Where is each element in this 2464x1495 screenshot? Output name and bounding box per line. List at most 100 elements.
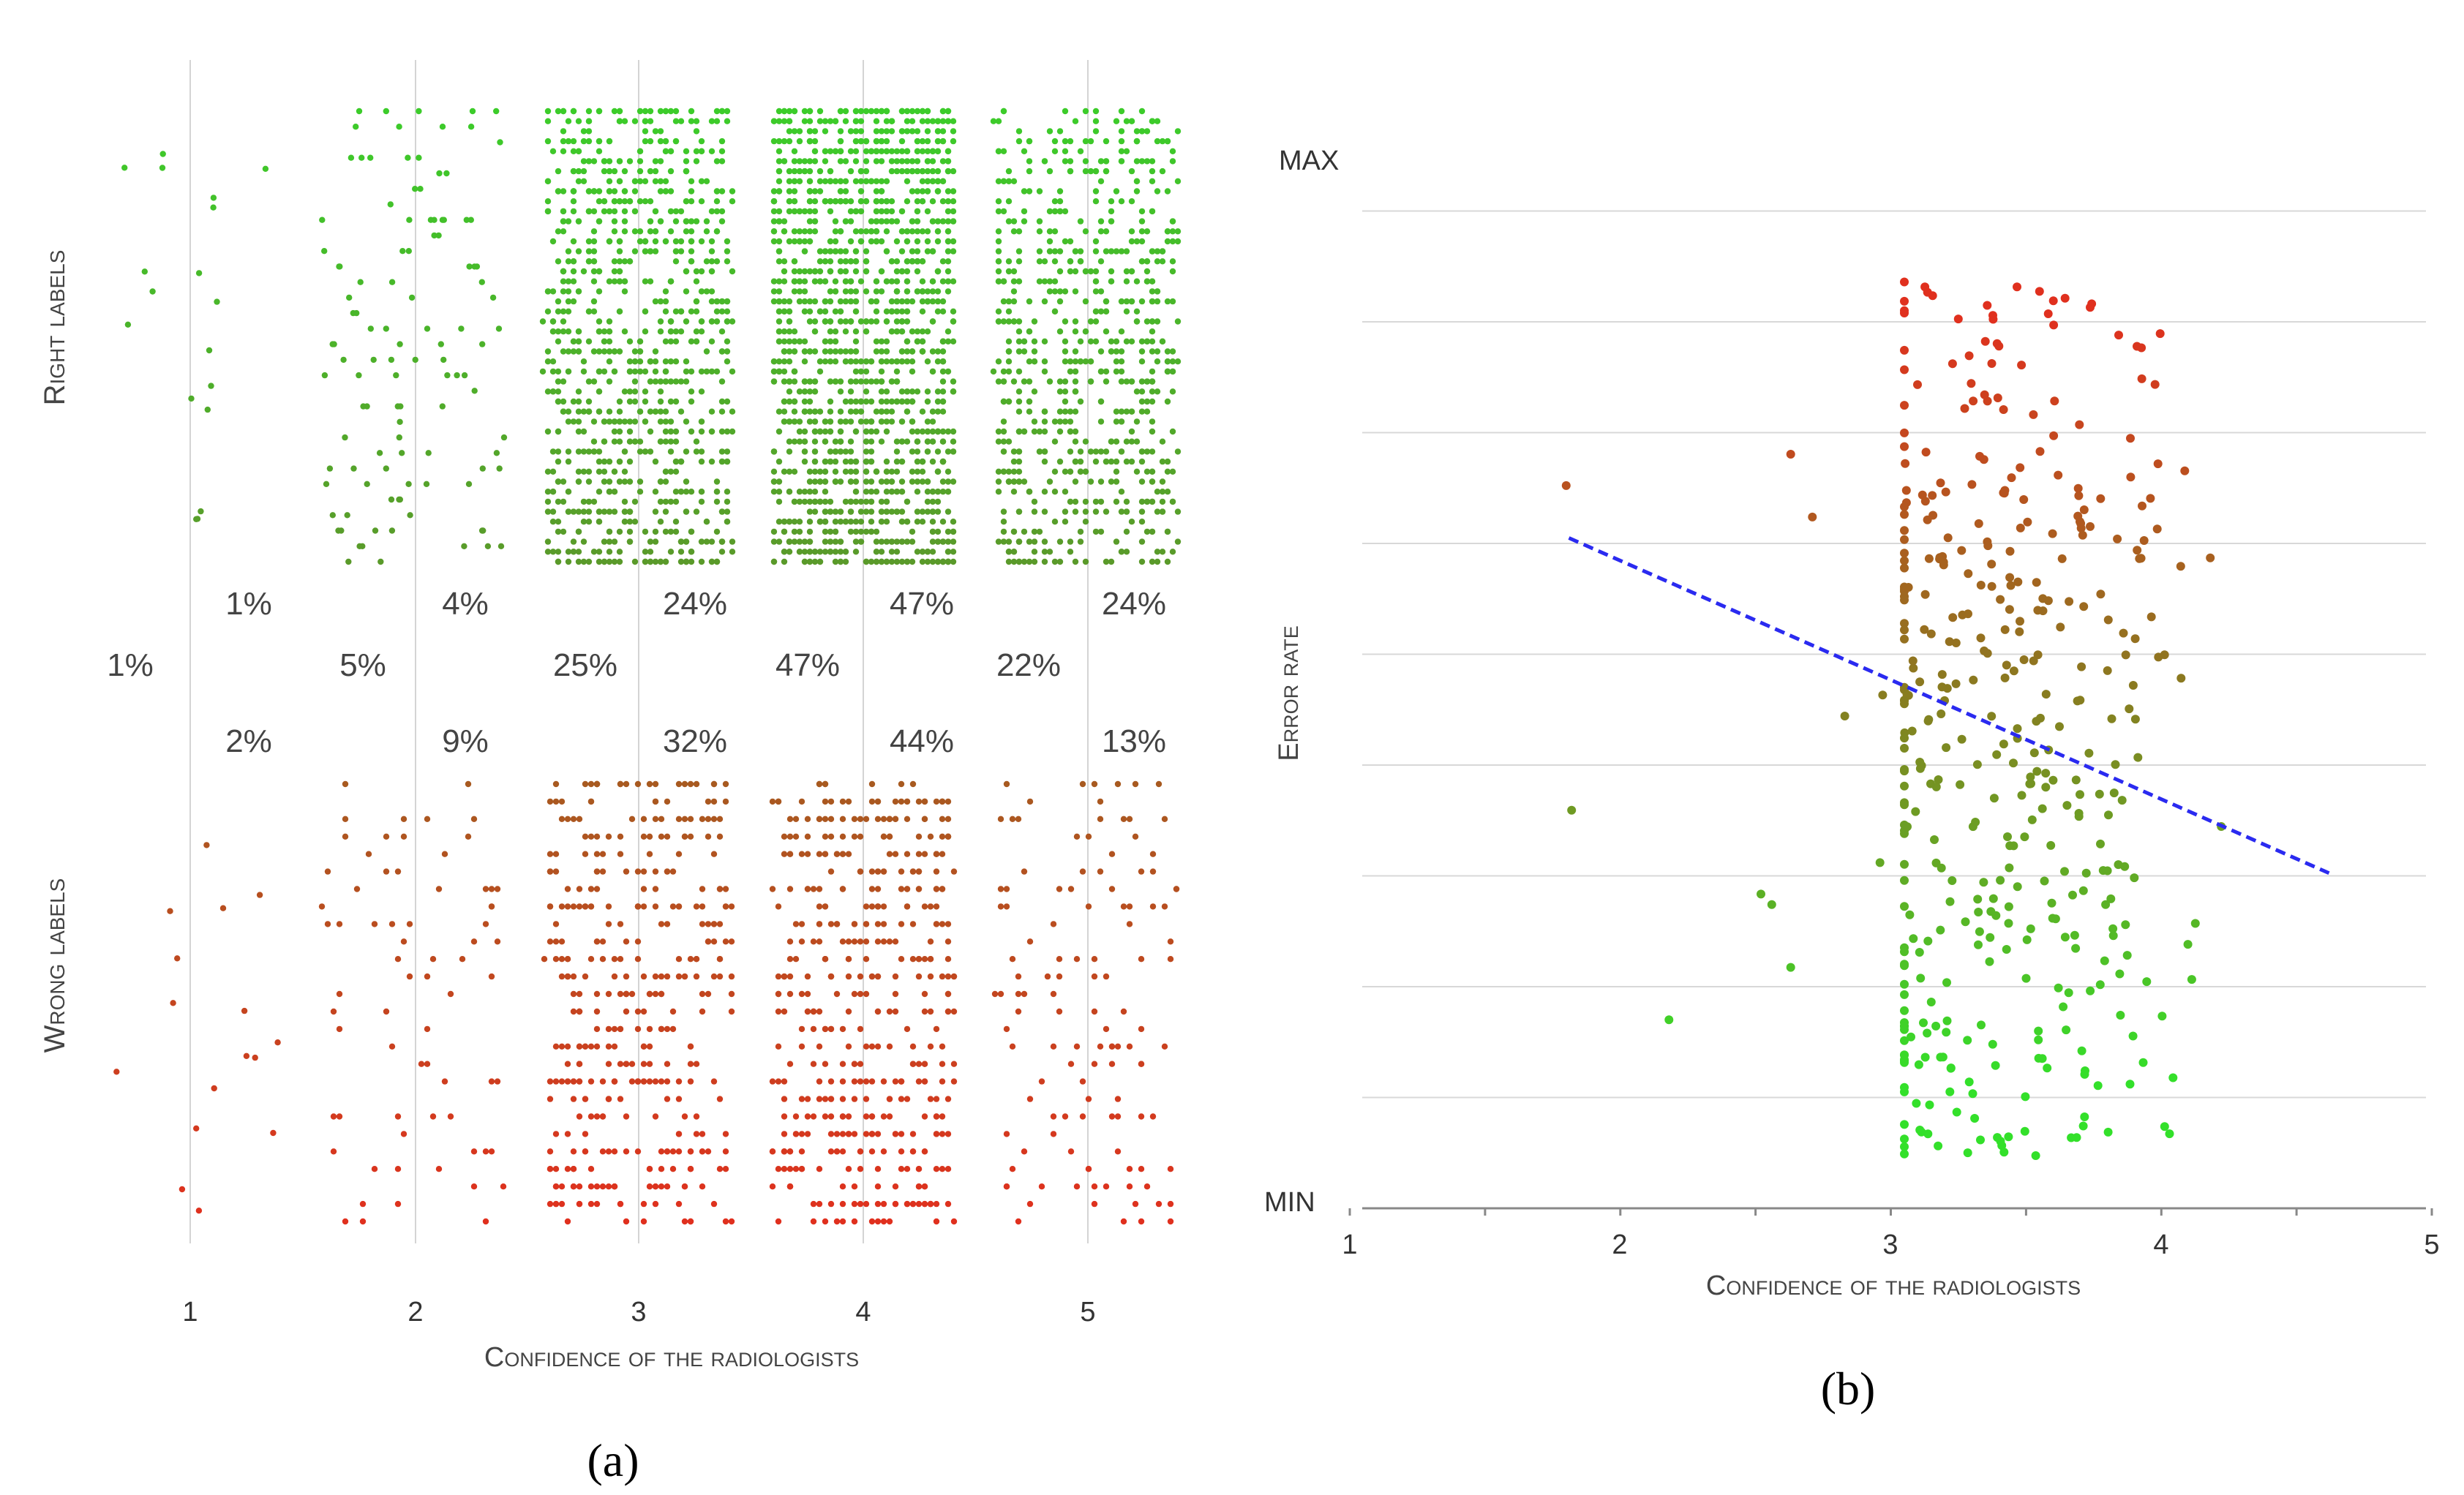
wrong-dot (1085, 1096, 1092, 1102)
wrong-dot (874, 1166, 882, 1172)
right-dot (1082, 328, 1089, 335)
right-dot (1000, 378, 1007, 385)
b-x-tick-3: 3 (1882, 1229, 1898, 1260)
error-dot (1988, 894, 1998, 903)
error-dot (2119, 628, 2128, 638)
wrong-dot (939, 816, 946, 823)
wrong-dot (904, 816, 911, 823)
right-dot (1103, 228, 1110, 235)
right-dot (611, 208, 618, 215)
wrong-dot (839, 1025, 846, 1033)
right-dot (611, 188, 618, 195)
right-dot (775, 298, 783, 305)
right-dot (822, 468, 829, 475)
right-dot (909, 158, 916, 165)
wrong-dot (705, 990, 712, 998)
right-dot (837, 408, 844, 415)
right-dot (636, 178, 644, 184)
right-dot (791, 348, 798, 355)
right-dot (888, 158, 895, 165)
right-dot (934, 118, 942, 124)
right-dot (827, 418, 834, 425)
right-dot (822, 348, 829, 355)
right-dot (1077, 468, 1084, 475)
wrong-dot (576, 1078, 583, 1085)
right-dot (677, 118, 685, 124)
right-dot (703, 218, 710, 225)
wrong-dot (710, 851, 718, 857)
right-dot (791, 398, 798, 405)
right-dot (1067, 418, 1074, 425)
right-dot (1103, 508, 1110, 515)
right-dot (816, 549, 824, 555)
right-dot (1051, 198, 1059, 205)
wrong-dot (693, 903, 700, 910)
error-dot (1987, 581, 1997, 591)
wrong-dot (587, 1166, 595, 1172)
right-dot (1097, 368, 1105, 375)
right-dot (806, 188, 814, 195)
right-dot (883, 418, 890, 425)
wrong-dot (664, 833, 671, 840)
right-dot (724, 318, 731, 325)
wrong-dot (886, 833, 893, 840)
wrong-dot (868, 1131, 876, 1137)
right-dot (642, 278, 649, 285)
wrong-dot (681, 973, 688, 980)
wrong-dot (211, 1085, 217, 1092)
right-dot (596, 368, 603, 375)
right-dot (904, 148, 911, 154)
right-dot (642, 528, 649, 535)
right-dot (677, 248, 685, 255)
right-dot (672, 108, 680, 115)
right-dot (924, 328, 931, 335)
wrong-dot (1050, 1043, 1057, 1050)
error-dot (2048, 775, 2058, 785)
wrong-dot (944, 956, 952, 963)
right-dot (585, 138, 593, 145)
wrong-dot (944, 1166, 952, 1172)
right-dot (791, 178, 798, 184)
right-dot (388, 356, 395, 364)
wrong-dot (909, 956, 917, 963)
right-pct-4: 47% (890, 586, 954, 622)
right-dot (816, 428, 824, 435)
wrong-dot (868, 1078, 876, 1085)
wrong-dot (939, 1113, 946, 1120)
right-dot (791, 538, 798, 545)
right-dot (770, 228, 778, 235)
right-dot (791, 128, 798, 135)
right-dot (832, 278, 839, 285)
wrong-dot (693, 1113, 700, 1120)
right-dot (883, 538, 890, 545)
right-dot (427, 216, 435, 223)
right-dot (1010, 458, 1018, 465)
wrong-dot (722, 1166, 729, 1172)
right-dot (565, 218, 572, 225)
right-dot (929, 348, 936, 355)
error-dot (2133, 546, 2142, 555)
wrong-dot (488, 973, 495, 980)
right-dot (724, 498, 731, 505)
right-dot (544, 308, 552, 315)
right-dot (1128, 378, 1135, 385)
right-dot (1026, 138, 1033, 145)
error-dot (2139, 536, 2149, 545)
right-dot (378, 558, 384, 565)
right-dot (724, 458, 731, 465)
wrong-dot (1050, 990, 1057, 998)
right-dot (909, 358, 916, 365)
right-dot (837, 538, 844, 545)
wrong-dot (611, 1148, 618, 1155)
right-dot (565, 278, 572, 285)
right-dot (770, 218, 778, 225)
right-dot (688, 398, 695, 405)
right-dot (939, 178, 947, 184)
right-dot (570, 268, 577, 275)
right-dot (560, 398, 567, 405)
right-dot (868, 108, 875, 115)
wrong-dot (810, 886, 817, 892)
right-dot (1041, 538, 1048, 545)
right-dot (868, 558, 875, 565)
wrong-dot (786, 990, 794, 998)
